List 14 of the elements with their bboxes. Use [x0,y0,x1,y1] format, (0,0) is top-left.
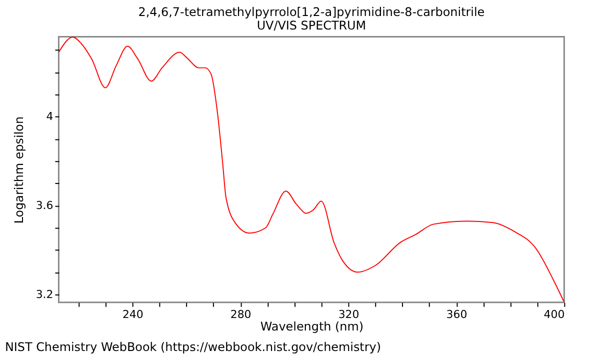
x-tick-label: 400 [544,308,565,321]
y-tick-label: 4 [46,110,54,124]
y-axis-title: Logarithm epsilon [12,116,26,224]
chart-subtitle: UV/VIS SPECTRUM [256,18,366,33]
x-axis-title: Wavelength (nm) [260,320,364,334]
x-tick-label: 320 [338,308,360,321]
y-tick-label: 3.2 [36,288,54,301]
x-tick-label: 240 [122,308,144,321]
text: NIST Chemistry WebBook (https://webbook.nist.gov/chemistry) [4,340,382,354]
chart-title: 2,4,6,7-tetramethylpyrrolo[1,2-a]pyrimidine-8-carbonitrile [138,4,485,19]
x-tick-label: 360 [446,308,468,321]
x-tick-label: 280 [230,308,252,321]
y-tick-label: 3.6 [36,199,54,212]
line-series [58,36,565,303]
